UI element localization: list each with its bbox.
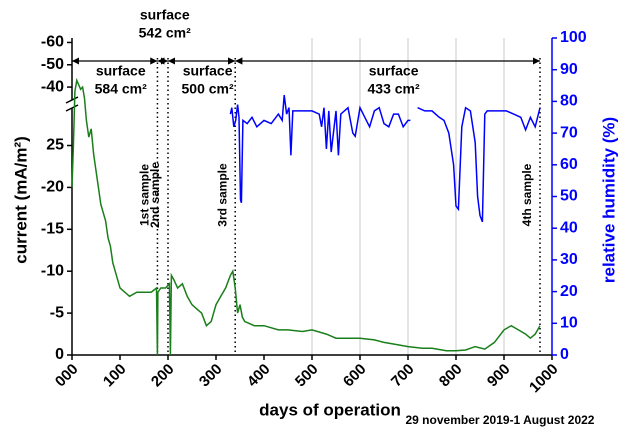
y2-tick-label: 60 (560, 156, 578, 173)
y-tick-label: -15 (41, 221, 64, 238)
y2-tick-label: 30 (560, 251, 578, 268)
y-axis-label: current (mA/m²) (11, 136, 30, 264)
x-tick-label: 400 (244, 361, 274, 391)
sample-label: 4th sample (520, 163, 534, 226)
surface-label: surface (183, 63, 233, 79)
y2-tick-label: 20 (560, 283, 578, 300)
axis-break (65, 96, 79, 104)
y2-axis-label: relative humidity (%) (599, 117, 618, 283)
y-tick-label: -5 (50, 304, 64, 321)
y-tick-label: -20 (41, 179, 64, 196)
y-tick-label: -50 (41, 56, 64, 73)
x-tick-label: 100 (100, 361, 130, 391)
y2-tick-label: 80 (560, 93, 578, 110)
y2-tick-label: 70 (560, 124, 578, 141)
x-axis-label: days of operation (259, 400, 401, 419)
x-tick-label: 700 (388, 361, 418, 391)
surface-area: 584 cm² (95, 81, 147, 97)
x-tick-label: 1000 (526, 361, 562, 397)
x-tick-label: 500 (292, 361, 322, 391)
y2-tick-label: 50 (560, 188, 578, 205)
y-tick-label: 25 (46, 137, 64, 154)
series-line (229, 95, 541, 223)
axis-break (65, 104, 79, 112)
surface-area: 542 cm² (139, 25, 191, 41)
y2-tick-label: 10 (560, 315, 578, 332)
x-tick-label: 800 (436, 361, 466, 391)
surface-area: 433 cm² (368, 81, 420, 97)
y-tick-label: -60 (41, 34, 64, 51)
y2-tick-label: 100 (560, 29, 587, 46)
surface-label: surface (369, 63, 419, 79)
footnote: 29 november 2019-1 August 2022 (406, 413, 595, 427)
sample-label: 3rd sample (215, 163, 229, 227)
x-tick-label: 300 (196, 361, 226, 391)
sample-label: 1st sample (138, 164, 152, 226)
surface-label: surface (96, 63, 146, 79)
x-tick-label: 200 (148, 361, 178, 391)
y-tick-label: -10 (41, 262, 64, 279)
surface-area: 500 cm² (182, 81, 234, 97)
surface-label: surface (140, 7, 190, 23)
y2-tick-label: 40 (560, 219, 578, 236)
x-tick-label: 000 (52, 361, 82, 391)
sample-label: 2nd sample (148, 162, 162, 228)
y-tick-label: -40 (41, 78, 64, 95)
y2-tick-label: 90 (560, 61, 578, 78)
y2-tick-label: 0 (560, 346, 569, 363)
series-line (71, 77, 541, 356)
x-tick-label: 900 (484, 361, 514, 391)
y-tick-label: 0 (55, 346, 64, 363)
x-tick-label: 600 (340, 361, 370, 391)
